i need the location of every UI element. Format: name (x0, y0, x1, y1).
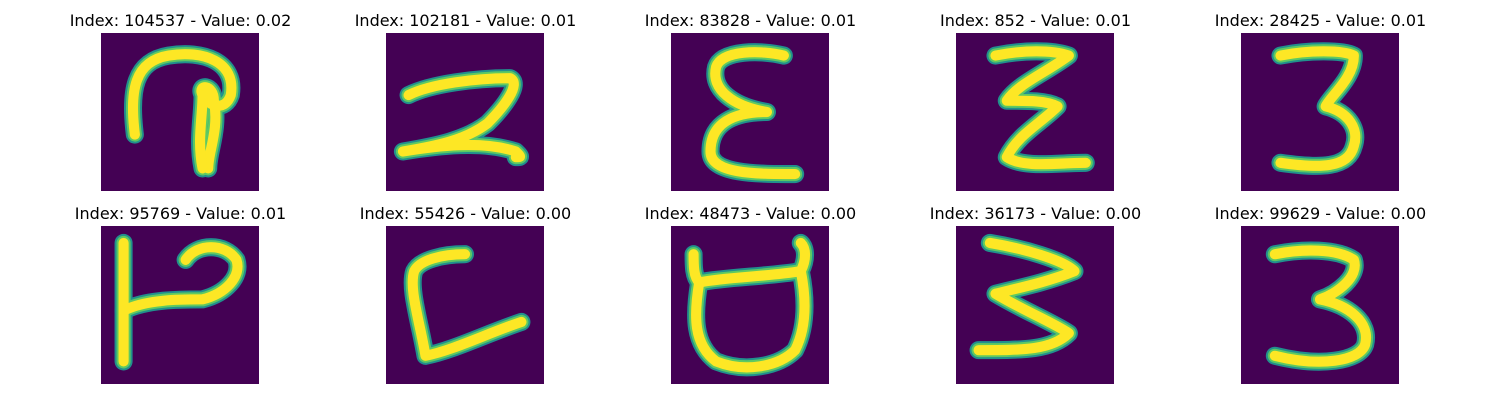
panel-1: Index: 104537 - Value: 0.02 (38, 11, 323, 201)
digit-glyph (701, 43, 805, 184)
digit-glyph (684, 233, 815, 377)
digit-image (956, 226, 1114, 384)
digit-image (386, 33, 544, 191)
digit-glyph (123, 45, 241, 178)
digit-stroke (397, 73, 526, 163)
digit-image (956, 33, 1114, 191)
digit-stroke (705, 47, 801, 180)
digit-glyph (393, 69, 530, 167)
panel-6: Index: 95769 - Value: 0.01 (38, 204, 323, 394)
panel-title: Index: 36173 - Value: 0.00 (929, 204, 1142, 223)
panel-title: Index: 28425 - Value: 0.01 (1214, 11, 1427, 30)
digit-image (1241, 226, 1399, 384)
digit-image (1241, 33, 1399, 191)
panel-10: Index: 99629 - Value: 0.00 (1178, 204, 1463, 394)
digit-stroke (990, 46, 1091, 170)
digit-image (671, 33, 829, 191)
panel-3: Index: 83828 - Value: 0.01 (608, 11, 893, 201)
digit-stroke (127, 49, 237, 174)
panel-title: Index: 55426 - Value: 0.00 (359, 204, 572, 223)
digit-glyph (986, 42, 1095, 174)
digit-image (671, 226, 829, 384)
digit-stroke (1269, 245, 1372, 367)
panel-title: Index: 852 - Value: 0.01 (939, 11, 1132, 30)
panel-4: Index: 852 - Value: 0.01 (893, 11, 1178, 201)
panel-7: Index: 55426 - Value: 0.00 (323, 204, 608, 394)
panel-title: Index: 83828 - Value: 0.01 (644, 11, 857, 30)
digit-stroke (194, 89, 208, 174)
panel-title: Index: 99629 - Value: 0.00 (1214, 204, 1427, 223)
digit-glyph (403, 245, 531, 365)
digit-image (386, 226, 544, 384)
panel-title: Index: 95769 - Value: 0.01 (74, 204, 287, 223)
digit-stroke (973, 237, 1080, 356)
digit-glyph (1265, 241, 1375, 371)
panel-title: Index: 104537 - Value: 0.02 (69, 11, 292, 30)
panel-title: Index: 102181 - Value: 0.01 (354, 11, 577, 30)
panel-title: Index: 48473 - Value: 0.00 (644, 204, 857, 223)
digit-stroke (691, 266, 810, 373)
digit-image (101, 226, 259, 384)
digit-stroke (1275, 46, 1361, 171)
digit-stroke (407, 249, 527, 361)
panel-9: Index: 36173 - Value: 0.00 (893, 204, 1178, 394)
panel-5: Index: 28425 - Value: 0.01 (1178, 11, 1463, 201)
digit-stroke (688, 237, 811, 288)
digit-glyph (969, 233, 1084, 360)
panel-2: Index: 102181 - Value: 0.01 (323, 11, 608, 201)
digit-glyph (1271, 42, 1365, 175)
panel-8: Index: 48473 - Value: 0.00 (608, 204, 893, 394)
digit-stroke (118, 242, 243, 316)
digit-glyph (114, 233, 247, 371)
digit-image (101, 33, 259, 191)
